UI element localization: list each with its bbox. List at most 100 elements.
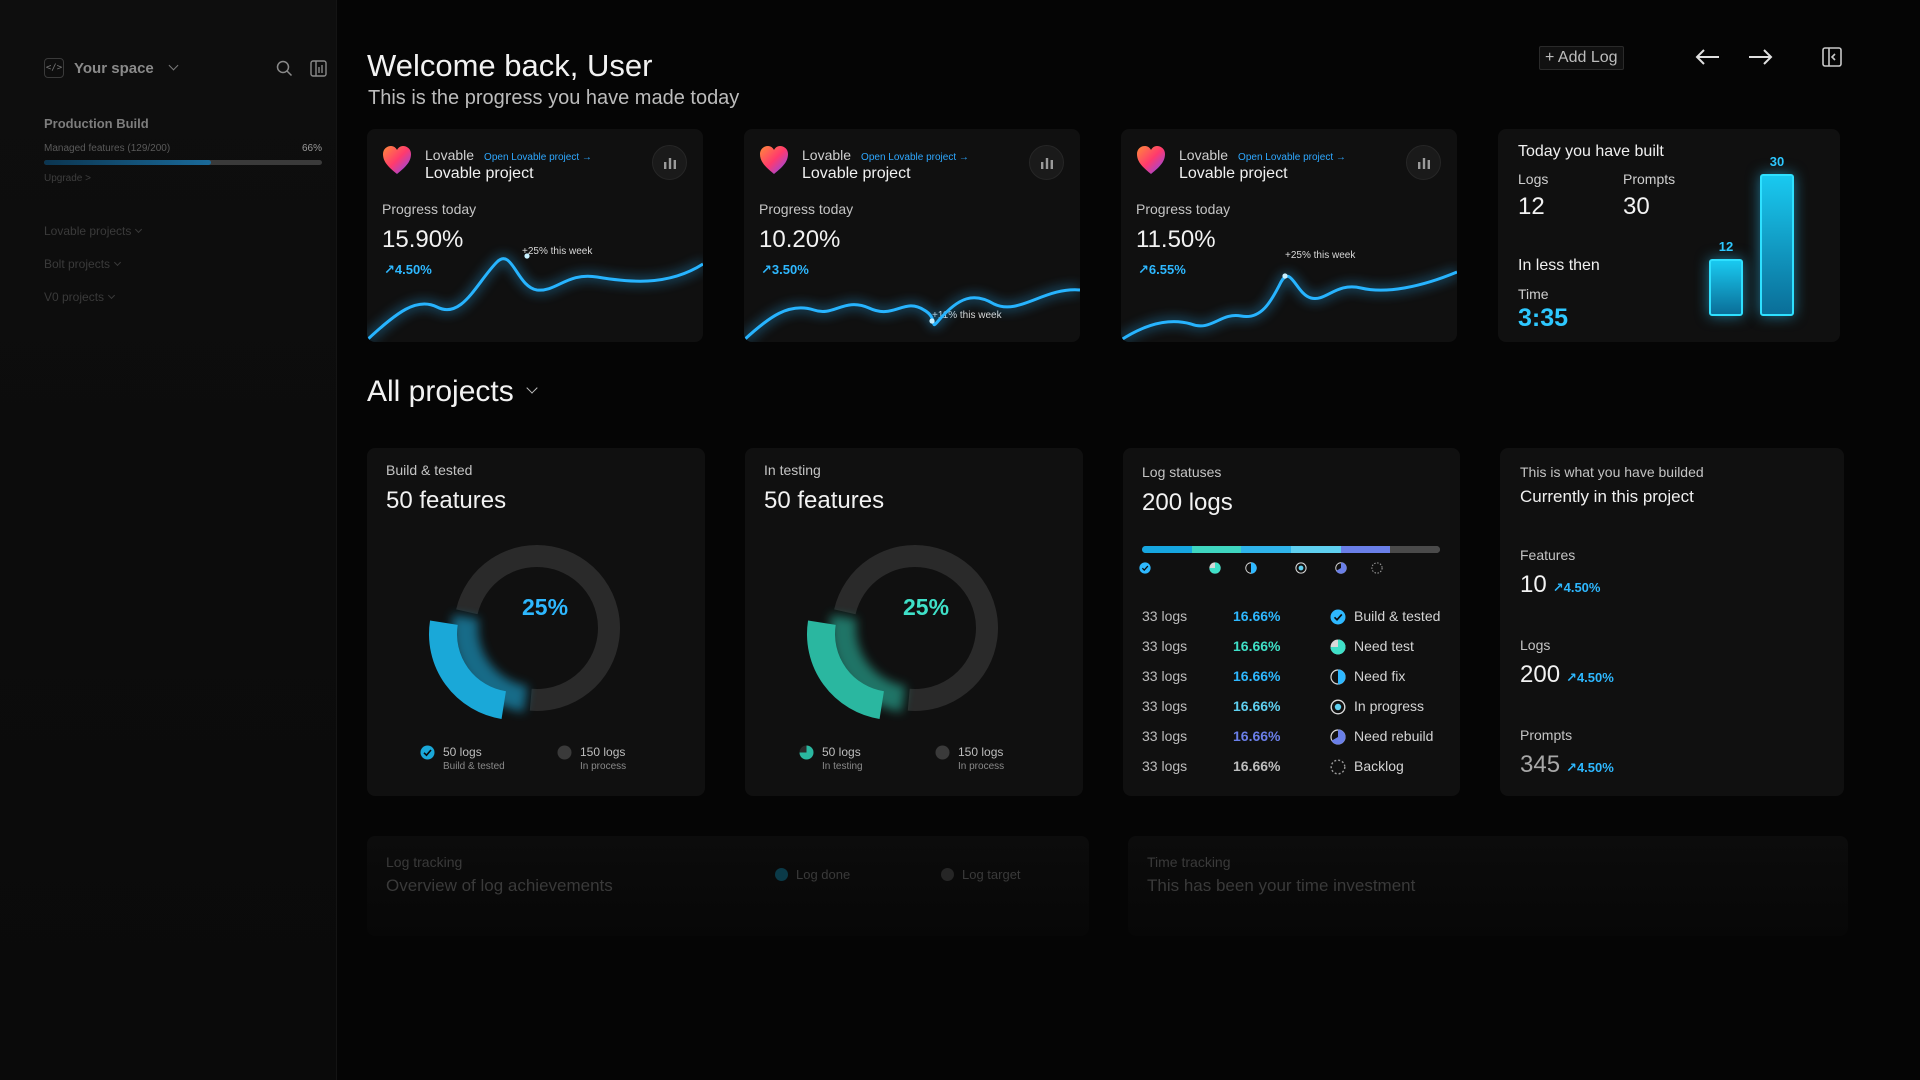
project-card[interactable]: Lovable Open Lovable project → Lovable pr… [367, 129, 703, 342]
legend-subtitle: In testing [822, 761, 863, 772]
donut-glow-arc [452, 614, 529, 712]
all-projects-dropdown[interactable]: All projects [367, 375, 538, 409]
legend-title: 50 logs [443, 745, 482, 759]
donut-glow-arc [830, 614, 907, 712]
half-circle-icon [1330, 669, 1346, 685]
weekly-annotation: +25% this week [522, 246, 593, 257]
back-arrow-icon[interactable] [1694, 46, 1722, 68]
build-tested-card: Build & tested 50 features 25% 50 logs Bu… [367, 448, 705, 796]
open-project-link[interactable]: Open Lovable project → [484, 152, 592, 163]
builded-title: This is what you have builded [1520, 464, 1704, 480]
space-label: Your space [74, 59, 154, 77]
weekly-annotation: +11% this week [932, 310, 1002, 321]
layout-icon[interactable] [308, 58, 328, 78]
donut-value-arc [807, 620, 885, 719]
logs-label: Logs [1518, 171, 1549, 187]
bar-chart-icon [1040, 157, 1053, 169]
logs-value: 12 [1518, 193, 1545, 220]
chevron-down-icon [113, 258, 122, 266]
log-status-row: 33 logs 16.66% Need rebuild [1142, 728, 1442, 748]
build-progress-fill [44, 160, 211, 165]
less-than-label: In less then [1518, 257, 1600, 274]
donut-remaining-arc [834, 545, 998, 711]
weekly-annotation: +25% this week [1285, 250, 1356, 261]
forward-arrow-icon[interactable] [1746, 46, 1774, 68]
log-count: 33 logs [1142, 728, 1188, 744]
progress-label: Progress today [1136, 201, 1231, 217]
status-segment [1142, 546, 1192, 553]
chevron-down-icon [168, 60, 179, 70]
progress-delta: ↗3.50% [761, 262, 809, 277]
upgrade-link[interactable]: Upgrade > [44, 173, 91, 184]
sidebar-item-v0-projects[interactable]: V0 projects [44, 290, 141, 304]
stat-label: Logs [1520, 637, 1551, 653]
check-circle-icon [1139, 562, 1151, 574]
card-value: 50 features [764, 487, 885, 514]
collapse-panel-icon[interactable] [1822, 47, 1842, 67]
sidebar-item-label: Bolt projects [44, 257, 111, 271]
gray-dot-icon [935, 745, 950, 760]
donut-chart [429, 545, 620, 719]
chart-button[interactable] [1029, 145, 1064, 180]
sidebar-item-bolt-projects[interactable]: Bolt projects [44, 257, 141, 271]
brand-name: Lovable [802, 147, 852, 163]
log-count: 33 logs [1142, 608, 1188, 624]
log-status-row: 33 logs 16.66% In progress [1142, 698, 1442, 718]
stat-label: Features [1520, 547, 1576, 563]
stat-value: 10 [1520, 571, 1547, 598]
card-value: 200 logs [1142, 489, 1233, 516]
chevron-down-icon [135, 225, 143, 233]
space-selector[interactable]: </> Your space [44, 58, 179, 78]
brand-name: Lovable [425, 147, 475, 163]
section-title: All projects [367, 375, 514, 408]
chart-button[interactable] [652, 145, 687, 180]
log-percent: 16.66% [1233, 668, 1281, 684]
status-segment-bar [1142, 546, 1440, 553]
log-percent: 16.66% [1233, 728, 1281, 744]
dot-circle-icon [1295, 562, 1307, 574]
log-target-dot-icon [941, 868, 954, 881]
prompts-value: 30 [1623, 193, 1650, 220]
in-testing-card: In testing 50 features 25% 50 logs In tes… [745, 448, 1083, 796]
bar [1709, 259, 1743, 316]
search-icon[interactable] [274, 58, 294, 78]
build-title: Production Build [44, 116, 149, 131]
pie-quarter-icon [1330, 729, 1346, 745]
pie-three-quarter-icon [799, 745, 814, 760]
card-value: 50 features [386, 487, 507, 514]
stat-delta: ↗4.50% [1566, 760, 1614, 775]
open-project-link[interactable]: Open Lovable project → [1238, 152, 1346, 163]
log-status-label: Need rebuild [1354, 728, 1434, 744]
legend-title: 150 logs [958, 745, 1004, 759]
status-segment [1241, 546, 1291, 553]
donut-percent: 25% [903, 594, 950, 620]
log-count: 33 logs [1142, 638, 1188, 654]
managed-features: Managed features (129/200) [44, 143, 171, 154]
open-project-link[interactable]: Open Lovable project → [861, 152, 969, 163]
status-segment [1390, 546, 1440, 553]
sidebar-item-label: Lovable projects [44, 224, 132, 238]
time-label: Time [1518, 286, 1549, 302]
project-card[interactable]: Lovable Open Lovable project → Lovable pr… [1121, 129, 1457, 342]
project-name: Lovable project [1179, 165, 1288, 182]
check-circle-icon [1330, 609, 1346, 625]
log-status-row: 33 logs 16.66% Need test [1142, 638, 1442, 658]
log-status-label: Build & tested [1354, 608, 1441, 624]
donut-chart [807, 545, 998, 719]
chart-button[interactable] [1406, 145, 1441, 180]
project-card[interactable]: Lovable Open Lovable project → Lovable pr… [744, 129, 1080, 342]
add-log-button[interactable]: + Add Log [1539, 46, 1624, 70]
log-status-label: Need test [1354, 638, 1414, 654]
legend-subtitle: In process [958, 761, 1005, 772]
sidebar-item-lovable-projects[interactable]: Lovable projects [44, 224, 143, 238]
dot-circle-icon [1330, 699, 1346, 715]
sparkline-peak-marker [1282, 273, 1288, 279]
project-name: Lovable project [802, 165, 911, 182]
log-status-row: 33 logs 16.66% Build & tested [1142, 608, 1442, 628]
donut-remaining-arc [456, 545, 620, 711]
donut-percent: 25% [522, 594, 569, 620]
lovable-logo-icon [383, 146, 411, 174]
stat-delta: ↗4.50% [1566, 670, 1614, 685]
page-title: Welcome back, User [367, 48, 653, 83]
log-tracking-card: Log tracking Overview of log achievement… [367, 836, 1089, 936]
